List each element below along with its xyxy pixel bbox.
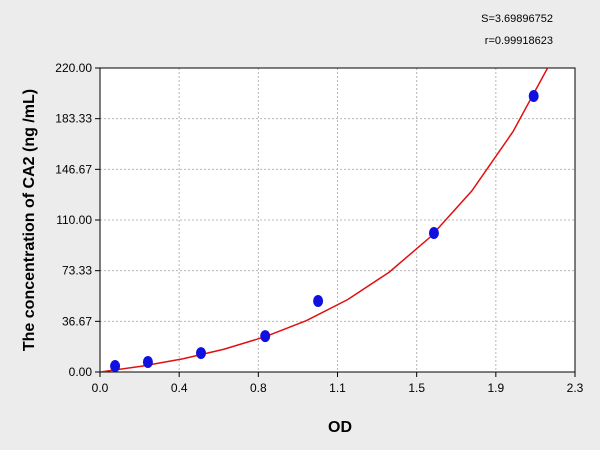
y-tick-label: 183.33	[55, 112, 92, 126]
data-point	[195, 347, 206, 360]
y-tick-label: 110.00	[56, 213, 92, 227]
annotation: r=0.99918623	[485, 35, 553, 47]
x-tick-label: 0.8	[250, 381, 267, 395]
x-axis-title: OD	[328, 419, 352, 436]
y-axis-title: The concentration of CA2 (ng /mL)	[21, 89, 38, 351]
data-point	[142, 356, 153, 369]
data-point	[313, 294, 324, 307]
annotation: S=3.69896752	[481, 13, 553, 25]
x-tick-label: 2.3	[567, 381, 584, 395]
y-tick-label: 36.67	[62, 314, 92, 328]
x-tick-label: 1.5	[408, 381, 425, 395]
fit-curve	[100, 68, 549, 372]
y-tick-label: 146.67	[55, 162, 92, 176]
x-tick-label: 1.9	[487, 381, 504, 395]
y-tick-label: 220.00	[55, 61, 92, 75]
x-tick-label: 0.4	[171, 381, 188, 395]
y-tick-label: 73.33	[62, 264, 92, 278]
data-point	[428, 226, 439, 239]
data-point	[528, 90, 539, 103]
plot-frame	[99, 67, 576, 373]
data-point	[260, 330, 271, 343]
x-tick-label: 1.1	[329, 381, 346, 395]
y-tick-label: 0.00	[69, 365, 93, 379]
data-point	[110, 360, 121, 373]
x-tick-label: 0.0	[92, 381, 109, 395]
